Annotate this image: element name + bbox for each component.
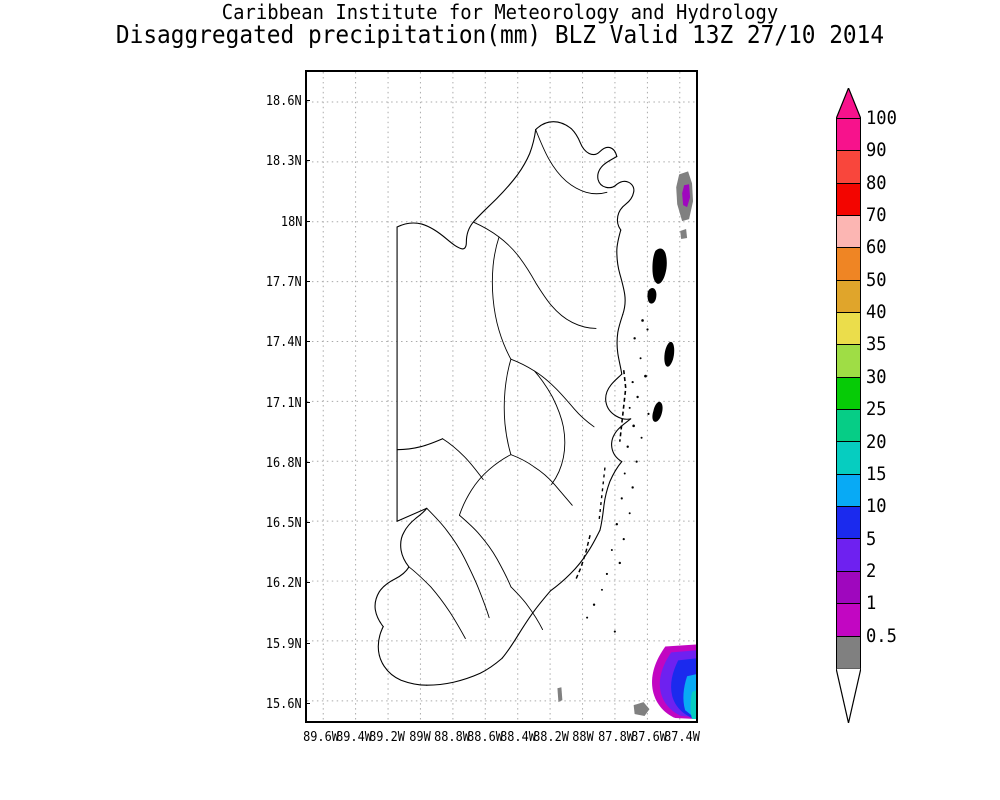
y-axis-tick-mark (305, 522, 310, 524)
y-axis-tick-mark (305, 702, 310, 704)
colorbar-tick-label: 70 (866, 204, 887, 227)
x-axis: 89.6W 89.4W 89.2W 89W 88.8W 88.6W 88.4W 88.2W 88… (0, 729, 1000, 749)
colorbar-segment (837, 474, 860, 508)
x-axis-tick-label: 89.6W (303, 729, 340, 745)
x-axis-tick-label: 88.6W (467, 729, 503, 745)
colorbar-segment (837, 571, 860, 605)
colorbar-tick-label: 5 (866, 527, 877, 550)
colorbar-segment (837, 636, 860, 669)
colorbar-segment (837, 216, 860, 249)
colorbar-segment (837, 313, 860, 346)
colorbar-segment (837, 280, 860, 314)
x-axis-tick-label: 87.4W (663, 729, 700, 745)
colorbar-tick-label: 10 (866, 495, 887, 518)
colorbar-segment (837, 151, 860, 184)
colorbar-tick-label: 40 (866, 301, 887, 324)
x-axis-tick-label: 88W (572, 729, 595, 745)
colorbar-tick-label: 100 (866, 107, 897, 129)
y-axis-tick-label: 17.1N (266, 394, 302, 411)
y-axis: 18.6N 18.3N 18N 17.7N 17.4N 17.1N 16.8N 16.5N 16… (240, 70, 302, 723)
chart-title-block: Caribbean Institute for Meteorology and … (0, 2, 1000, 47)
y-axis-tick-label: 16.8N (266, 454, 302, 471)
colorbar-tick-label: 35 (866, 333, 887, 356)
belize-precipitation-map (307, 72, 696, 721)
colorbar-segment (837, 345, 860, 378)
colorbar-tick-label: 2 (866, 559, 877, 582)
y-axis-tick-label: 18.3N (266, 153, 302, 170)
colorbar-segment (837, 377, 860, 411)
y-axis-tick-mark (305, 100, 310, 102)
colorbar: 100 90 80 70 60 50 40 35 30 25 20 15 10 5 2 1 0.5 (836, 88, 897, 728)
y-axis-tick-label: 18N (280, 213, 302, 230)
colorbar-tick-label: 80 (866, 171, 887, 194)
map-plot-area (305, 70, 698, 723)
colorbar-segment (837, 410, 860, 443)
y-axis-tick-label: 15.6N (266, 695, 302, 712)
colorbar-tick-label: 15 (866, 462, 887, 485)
colorbar-segment (837, 539, 860, 572)
y-axis-tick-label: 16.2N (266, 575, 302, 592)
district-boundaries (408, 129, 608, 639)
colorbar-min-arrow-icon (836, 668, 861, 723)
map-gridlines (307, 72, 696, 721)
offshore-cayes (574, 248, 675, 633)
y-axis-tick-mark (305, 401, 310, 403)
colorbar-segment (837, 604, 860, 637)
colorbar-tick-label: 0.5 (866, 624, 897, 647)
y-axis-tick-mark (305, 280, 310, 282)
colorbar-max-arrow-icon (836, 88, 861, 119)
page-title: Disaggregated precipitation(mm) BLZ Vali… (115, 19, 885, 49)
institute-title: Caribbean Institute for Meteorology and … (221, 0, 779, 24)
colorbar-segment (837, 248, 860, 281)
y-axis-tick-mark (305, 642, 310, 644)
x-axis-tick-label: 87.8W (598, 729, 634, 745)
colorbar-segment (837, 183, 860, 217)
x-axis-tick-label: 89.2W (368, 729, 405, 745)
y-axis-tick-label: 17.7N (266, 273, 302, 290)
precip-shading (557, 171, 696, 720)
colorbar-tick-label: 25 (866, 398, 887, 421)
x-axis-tick-label: 88.4W (499, 729, 536, 745)
colorbar-gradient (836, 118, 861, 669)
colorbar-segment (837, 442, 860, 475)
y-axis-tick-label: 16.5N (266, 515, 302, 532)
colorbar-tick-label: 30 (866, 365, 887, 388)
colorbar-segment (837, 507, 860, 540)
y-axis-tick-label: 17.4N (266, 334, 302, 351)
colorbar-tick-label: 20 (866, 430, 887, 453)
x-axis-tick-label: 89W (408, 729, 431, 745)
x-axis-tick-label: 88.8W (434, 729, 471, 745)
y-axis-tick-mark (305, 582, 310, 584)
y-axis-tick-label: 15.9N (266, 635, 302, 652)
colorbar-tick-label: 1 (866, 592, 877, 615)
belize-coastline (374, 121, 635, 686)
y-axis-tick-mark (305, 461, 310, 463)
colorbar-segment (837, 119, 860, 152)
colorbar-tick-label: 60 (866, 236, 887, 259)
y-axis-tick-mark (305, 341, 310, 343)
x-axis-tick-label: 87.6W (630, 729, 667, 745)
y-axis-tick-label: 18.6N (266, 93, 302, 110)
x-axis-tick-label: 88.2W (532, 729, 569, 745)
colorbar-tick-label: 50 (866, 268, 887, 291)
colorbar-tick-label: 90 (866, 139, 887, 162)
y-axis-tick-mark (305, 160, 310, 162)
x-axis-tick-label: 89.4W (336, 729, 372, 745)
y-axis-tick-mark (305, 220, 310, 222)
